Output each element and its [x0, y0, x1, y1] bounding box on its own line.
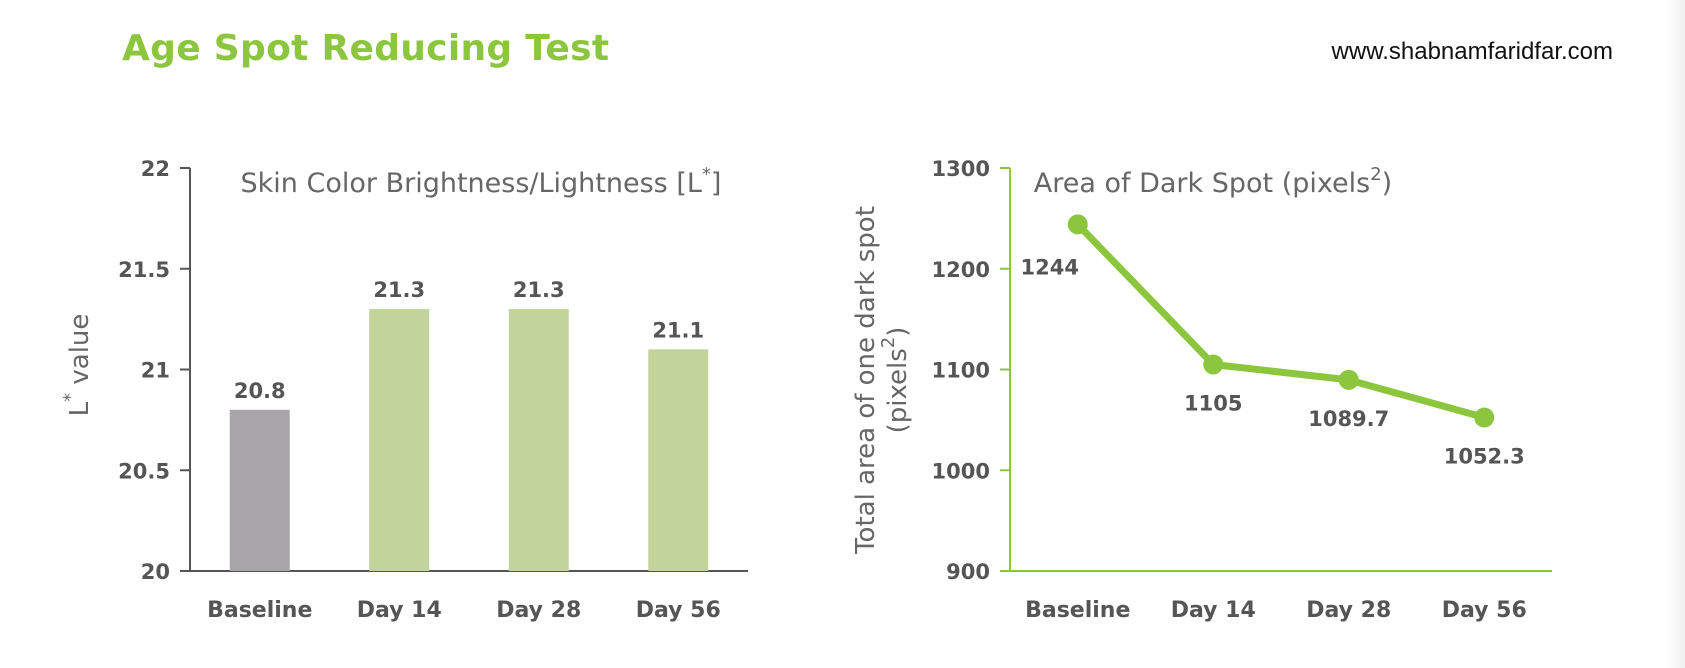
bar-chart-x-tick-label: Baseline: [207, 598, 312, 623]
bar-day-56: [648, 349, 709, 571]
bar-chart-y-tick-label: 22: [141, 157, 170, 181]
line-chart-title: Area of Dark Spot (pixels2): [1034, 164, 1392, 199]
bar-chart-x-tick-label: Day 14: [357, 598, 442, 623]
bar-value-label: 21.1: [652, 318, 704, 342]
data-point-day-14: [1203, 354, 1224, 375]
line-value-label: 1244: [1021, 255, 1079, 279]
page-edge-shadow: [1667, 0, 1685, 668]
bar-day-28: [508, 309, 569, 571]
bar-chart-x-tick-label: Day 56: [636, 598, 721, 623]
line-value-label: 1105: [1184, 391, 1242, 415]
bar-day-14: [369, 309, 430, 571]
bar-value-label: 21.3: [373, 278, 425, 302]
site-url: www.shabnamfaridfar.com: [1331, 38, 1613, 65]
line-chart-y-tick-label: 900: [946, 560, 990, 584]
data-point-day-28: [1338, 369, 1359, 390]
line-chart-y-tick-label: 1300: [932, 157, 990, 181]
line-chart-y-tick-label: 1000: [932, 459, 990, 483]
line-chart-x-tick-label: Day 14: [1171, 598, 1256, 623]
dark-spot-series-line: [1074, 220, 1488, 422]
bar-chart-y-tick-label: 21: [141, 359, 170, 383]
bar-chart-y-tick-label: 21.5: [118, 258, 170, 282]
line-value-label: 1052.3: [1444, 445, 1525, 469]
bar-value-label: 21.3: [513, 278, 565, 302]
data-point-day-56: [1474, 407, 1495, 428]
bar-chart-title: Skin Color Brightness/Lightness [L*]: [241, 164, 722, 199]
line-chart-y-tick-label: 1100: [932, 359, 990, 383]
line-chart-x-tick-label: Day 28: [1306, 598, 1391, 623]
line-chart-y-axis-label-units: (pixels2): [878, 327, 913, 434]
data-point-baseline: [1067, 214, 1088, 235]
line-chart-y-axis-label: Total area of one dark spot: [851, 206, 881, 555]
bar-value-label: 20.8: [234, 379, 286, 403]
line-chart-x-tick-label: Day 56: [1442, 598, 1527, 623]
line-chart-y-tick-label: 1200: [932, 258, 990, 282]
bar-chart-y-axis-label: L* value: [60, 314, 95, 417]
bar-chart-y-tick-label: 20.5: [118, 459, 170, 483]
page-title: Age Spot Reducing Test: [122, 28, 610, 69]
bar-baseline: [229, 409, 290, 571]
bar-chart-x-tick-label: Day 28: [496, 598, 581, 623]
bar-chart-y-tick-label: 20: [141, 560, 170, 584]
line-chart-x-tick-label: Baseline: [1025, 598, 1130, 623]
line-value-label: 1089.7: [1308, 407, 1389, 431]
